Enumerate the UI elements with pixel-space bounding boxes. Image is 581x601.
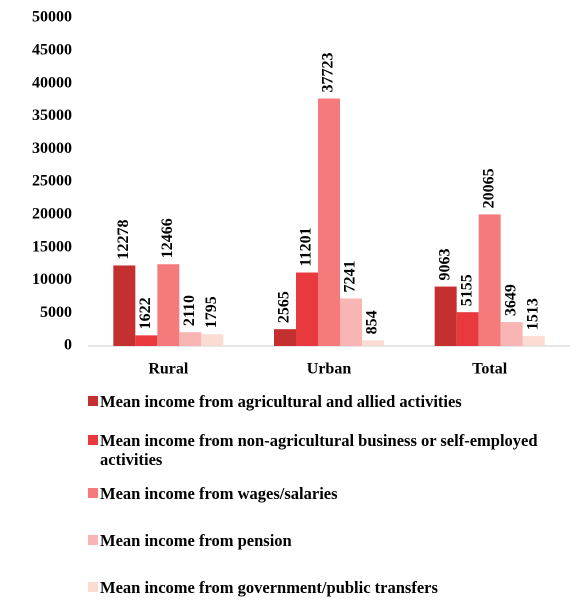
chart: 0 5000 10000 15000 20000 25000 30000 35000 40000… bbox=[32, 9, 570, 378]
y-tick-label: 40000 bbox=[32, 74, 72, 91]
bar bbox=[500, 322, 523, 346]
legend-label: Mean income from agricultural and allied… bbox=[100, 392, 462, 411]
data-label: 2565 bbox=[276, 291, 293, 323]
data-label: 1513 bbox=[524, 298, 541, 330]
bar bbox=[179, 332, 202, 346]
legend-item: Mean income from agricultural and allied… bbox=[88, 392, 581, 411]
x-tick-label: Rural bbox=[148, 361, 189, 378]
legend-item: Mean income from government/public trans… bbox=[88, 578, 581, 597]
data-label: 7241 bbox=[342, 260, 359, 292]
x-tick-label: Total bbox=[472, 361, 508, 378]
legend-label: Mean income from pension bbox=[100, 531, 292, 550]
data-label: 2110 bbox=[181, 295, 198, 326]
bar bbox=[522, 336, 545, 346]
data-label: 1622 bbox=[137, 297, 154, 329]
data-label: 12466 bbox=[159, 218, 176, 258]
x-tick-label: Urban bbox=[307, 361, 352, 378]
data-label: 12278 bbox=[115, 219, 132, 259]
legend-swatch bbox=[88, 488, 98, 498]
y-tick-label: 0 bbox=[64, 337, 72, 354]
bar bbox=[340, 298, 362, 346]
y-tick-label: 25000 bbox=[32, 173, 72, 190]
bar bbox=[113, 265, 136, 346]
bar bbox=[135, 335, 158, 346]
y-tick-label: 30000 bbox=[32, 140, 72, 157]
data-label: 9063 bbox=[436, 249, 453, 281]
data-label: 20065 bbox=[480, 168, 497, 208]
y-tick-label: 20000 bbox=[32, 205, 72, 222]
data-label: 854 bbox=[364, 310, 381, 334]
data-label: 5155 bbox=[458, 274, 475, 306]
bar bbox=[434, 286, 457, 346]
y-tick-label: 15000 bbox=[32, 238, 72, 255]
data-label: 1795 bbox=[203, 296, 220, 328]
legend-label: Mean income from non-agricultural busine… bbox=[100, 431, 538, 469]
bar bbox=[478, 214, 501, 346]
y-tick-label: 45000 bbox=[32, 41, 72, 58]
legend-label: Mean income from wages/salaries bbox=[100, 484, 338, 503]
y-tick-label: 50000 bbox=[32, 9, 72, 26]
y-tick-label: 35000 bbox=[32, 107, 72, 124]
y-tick-label: 5000 bbox=[40, 304, 72, 321]
bar bbox=[296, 272, 318, 346]
legend-item: Mean income from wages/salaries bbox=[88, 484, 581, 503]
bar bbox=[318, 98, 340, 347]
legend-item: Mean income from non-agricultural busine… bbox=[88, 431, 581, 469]
bar bbox=[456, 312, 479, 346]
legend-swatch bbox=[88, 435, 98, 445]
legend-swatch bbox=[88, 535, 98, 545]
bar bbox=[157, 264, 180, 346]
legend-swatch bbox=[88, 582, 98, 592]
bar bbox=[274, 329, 296, 346]
bar bbox=[362, 340, 384, 346]
y-tick-label: 10000 bbox=[32, 271, 72, 288]
legend-swatch bbox=[88, 396, 98, 406]
legend-item: Mean income from pension bbox=[88, 531, 581, 550]
data-label: 3649 bbox=[502, 284, 519, 316]
data-label: 11201 bbox=[298, 227, 315, 266]
data-label: 37723 bbox=[320, 53, 337, 93]
legend-label: Mean income from government/public trans… bbox=[100, 578, 438, 597]
bar bbox=[201, 334, 224, 346]
